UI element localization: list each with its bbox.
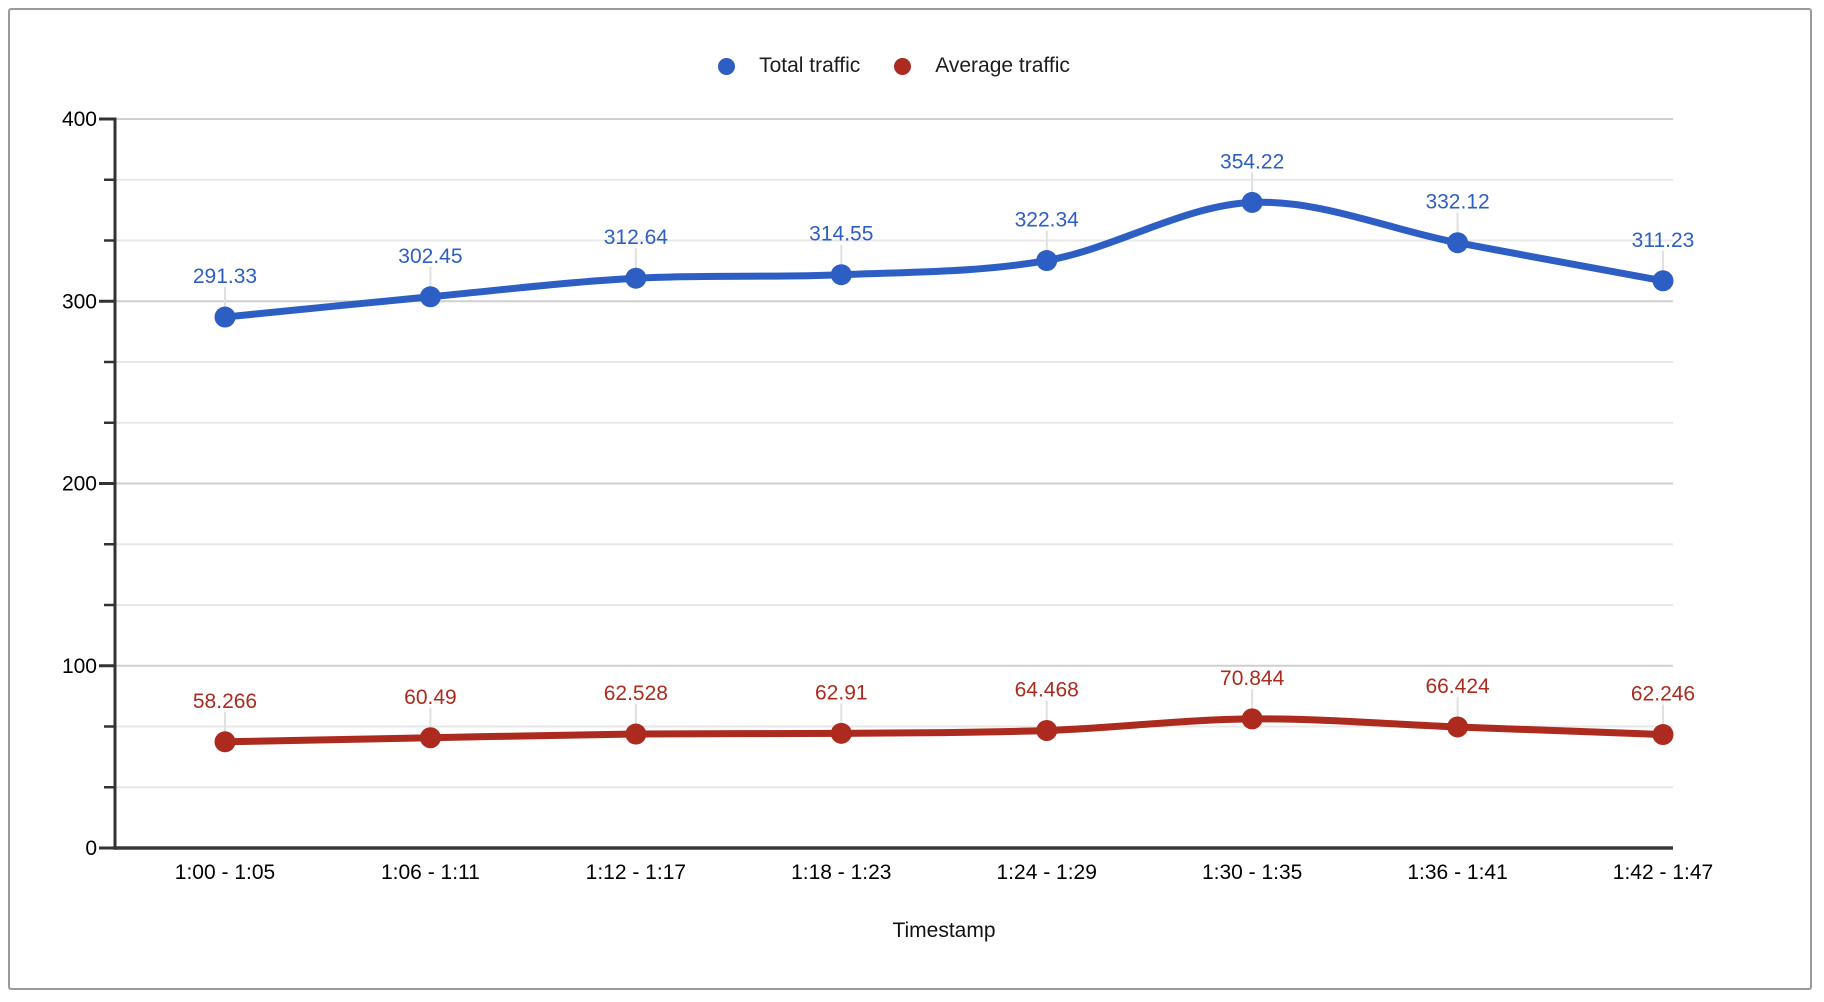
data-point-total-traffic[interactable]: 312.64 — [625, 267, 647, 289]
data-point-total-traffic[interactable]: 314.55 — [830, 264, 852, 286]
data-point-label: 332.12 — [1425, 191, 1489, 214]
data-point-label: 60.49 — [404, 686, 457, 709]
y-tick-label: 300 — [62, 290, 97, 313]
y-tick-label: 200 — [62, 473, 97, 496]
series-line-average-traffic — [221, 715, 1667, 746]
average-traffic-series-dot-icon — [894, 57, 912, 75]
data-point-average-traffic[interactable]: 62.91 — [830, 722, 852, 744]
x-tick-label: 1:24 - 1:29 — [997, 861, 1097, 884]
legend-label: Total traffic — [759, 54, 861, 77]
x-tick-label: 1:12 - 1:17 — [586, 861, 686, 884]
y-tick-label: 100 — [62, 655, 97, 678]
x-tick-label: 1:36 - 1:41 — [1407, 861, 1507, 884]
legend-item-total-traffic[interactable]: Total traffic — [718, 54, 860, 78]
data-point-average-traffic[interactable]: 60.49 — [419, 727, 441, 749]
data-point-label: 302.45 — [398, 245, 462, 268]
data-point-average-traffic[interactable]: 70.844 — [1241, 708, 1263, 730]
total-traffic-series-dot-icon — [718, 57, 736, 75]
data-point-label: 58.266 — [193, 690, 257, 713]
data-point-total-traffic[interactable]: 354.22 — [1241, 191, 1263, 213]
x-tick-label: 1:18 - 1:23 — [791, 861, 891, 884]
series-line-total-traffic — [221, 198, 1667, 321]
data-point-average-traffic[interactable]: 66.424 — [1447, 716, 1469, 738]
data-point-average-traffic[interactable]: 64.468 — [1036, 720, 1058, 742]
data-point-label: 62.246 — [1631, 683, 1695, 706]
data-point-average-traffic[interactable]: 58.266 — [214, 731, 236, 753]
x-tick-label: 1:00 - 1:05 — [175, 861, 275, 884]
data-point-label: 312.64 — [604, 226, 669, 249]
x-tick-label: 1:42 - 1:47 — [1613, 861, 1713, 884]
chart-frame — [8, 8, 1812, 990]
legend-label: Average traffic — [935, 54, 1070, 77]
data-point-label: 291.33 — [193, 265, 257, 288]
data-point-label: 66.424 — [1425, 675, 1490, 698]
data-point-label: 62.528 — [604, 682, 668, 705]
data-point-label: 314.55 — [809, 223, 873, 246]
data-point-label: 322.34 — [1015, 209, 1080, 232]
data-point-total-traffic[interactable]: 291.33 — [214, 306, 236, 328]
data-point-label: 64.468 — [1015, 679, 1079, 702]
chart-legend: Total traffic Average traffic — [0, 47, 1788, 85]
data-point-label: 311.23 — [1632, 229, 1695, 252]
x-tick-label: 1:30 - 1:35 — [1202, 861, 1302, 884]
data-point-label: 62.91 — [815, 681, 868, 704]
data-point-average-traffic[interactable]: 62.246 — [1652, 724, 1674, 746]
x-tick-label: 1:06 - 1:11 — [381, 861, 480, 884]
y-tick-label: 400 — [62, 108, 97, 131]
legend-item-average-traffic[interactable]: Average traffic — [894, 54, 1070, 78]
y-tick-label: 0 — [85, 837, 97, 860]
data-point-label: 70.844 — [1220, 667, 1285, 690]
data-point-total-traffic[interactable]: 311.23 — [1652, 270, 1674, 292]
data-point-average-traffic[interactable]: 62.528 — [625, 723, 647, 745]
x-axis-title: Timestamp — [892, 919, 996, 942]
data-point-total-traffic[interactable]: 302.45 — [419, 286, 441, 308]
data-point-total-traffic[interactable]: 322.34 — [1036, 250, 1058, 272]
data-point-total-traffic[interactable]: 332.12 — [1447, 232, 1469, 254]
data-point-label: 354.22 — [1220, 150, 1284, 173]
